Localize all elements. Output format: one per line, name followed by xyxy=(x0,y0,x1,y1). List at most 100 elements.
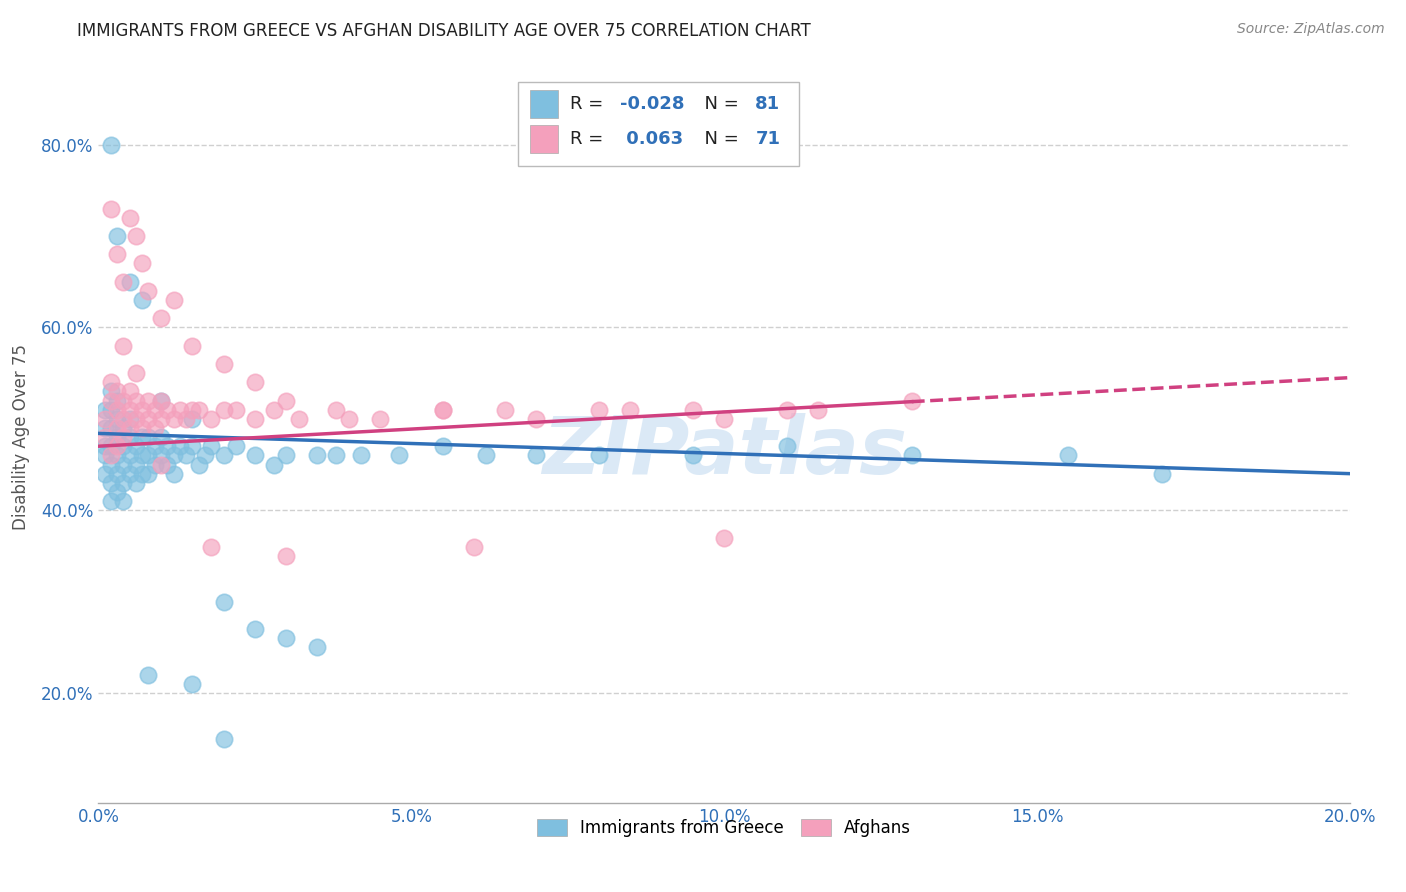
Point xyxy=(162,448,184,462)
Point xyxy=(156,402,179,417)
Point xyxy=(200,439,222,453)
Point xyxy=(243,375,266,389)
Point xyxy=(463,540,485,554)
Point xyxy=(138,393,160,408)
Point xyxy=(174,412,197,426)
Point xyxy=(125,475,148,490)
Point xyxy=(131,421,153,435)
Text: R =: R = xyxy=(571,130,609,148)
Point xyxy=(118,384,141,399)
Point xyxy=(212,402,235,417)
Point xyxy=(143,421,166,435)
Point xyxy=(93,439,115,453)
Point xyxy=(325,448,347,462)
Point xyxy=(588,448,610,462)
Point xyxy=(105,467,128,481)
Point xyxy=(274,632,298,646)
FancyBboxPatch shape xyxy=(530,90,558,118)
Text: 81: 81 xyxy=(755,95,780,113)
Point xyxy=(263,458,285,472)
Point xyxy=(138,667,160,681)
Point xyxy=(112,430,135,444)
Point xyxy=(100,137,122,152)
Point xyxy=(150,448,173,462)
Point xyxy=(187,458,209,472)
Point xyxy=(156,439,179,453)
Point xyxy=(274,549,298,563)
Point xyxy=(243,412,266,426)
Point xyxy=(776,439,799,453)
Point xyxy=(112,339,135,353)
Point xyxy=(118,412,141,426)
Point xyxy=(143,402,166,417)
Point xyxy=(432,402,454,417)
Point xyxy=(100,393,122,408)
Point xyxy=(138,284,160,298)
Point xyxy=(900,393,922,408)
Text: N =: N = xyxy=(693,130,744,148)
Text: IMMIGRANTS FROM GREECE VS AFGHAN DISABILITY AGE OVER 75 CORRELATION CHART: IMMIGRANTS FROM GREECE VS AFGHAN DISABIL… xyxy=(77,22,811,40)
Point xyxy=(1057,448,1080,462)
Point xyxy=(105,384,128,399)
Point xyxy=(200,412,222,426)
Point xyxy=(131,402,153,417)
Point xyxy=(588,402,610,417)
Point xyxy=(307,640,329,655)
Point xyxy=(307,448,329,462)
Point xyxy=(131,430,153,444)
Point xyxy=(125,439,148,453)
Point xyxy=(263,402,285,417)
Point xyxy=(169,402,191,417)
Point xyxy=(125,393,148,408)
Point xyxy=(131,293,153,307)
Point xyxy=(93,412,115,426)
Point xyxy=(118,211,141,225)
Point xyxy=(100,421,122,435)
Point xyxy=(93,421,115,435)
Point xyxy=(105,485,128,500)
Point xyxy=(169,439,191,453)
Point xyxy=(93,402,115,417)
Point xyxy=(112,475,135,490)
Point xyxy=(181,402,204,417)
Point xyxy=(100,202,122,216)
Point xyxy=(100,448,122,462)
Point xyxy=(112,458,135,472)
Point xyxy=(131,256,153,270)
Point xyxy=(287,412,309,426)
Point xyxy=(900,448,922,462)
Point xyxy=(112,412,135,426)
FancyBboxPatch shape xyxy=(517,82,799,167)
Point xyxy=(212,731,235,746)
Point xyxy=(118,448,141,462)
Point xyxy=(243,448,266,462)
Point xyxy=(150,393,173,408)
Point xyxy=(1152,467,1174,481)
Point xyxy=(105,402,128,417)
Point xyxy=(432,402,454,417)
Point xyxy=(150,458,173,472)
Point xyxy=(368,412,391,426)
Point xyxy=(475,448,498,462)
Point xyxy=(100,475,122,490)
Point xyxy=(274,393,298,408)
Point xyxy=(619,402,641,417)
Point xyxy=(118,430,141,444)
Point xyxy=(105,439,128,453)
Point xyxy=(325,402,347,417)
Point xyxy=(105,247,128,261)
Point xyxy=(118,421,141,435)
Point xyxy=(131,467,153,481)
Text: N =: N = xyxy=(693,95,744,113)
Point xyxy=(187,402,209,417)
Point xyxy=(682,448,704,462)
Point xyxy=(138,467,160,481)
Point xyxy=(682,402,704,417)
Point xyxy=(112,439,135,453)
Point xyxy=(93,430,115,444)
Text: 71: 71 xyxy=(755,130,780,148)
Point xyxy=(162,467,184,481)
Point xyxy=(713,531,735,545)
Point xyxy=(100,384,122,399)
Point xyxy=(181,339,204,353)
